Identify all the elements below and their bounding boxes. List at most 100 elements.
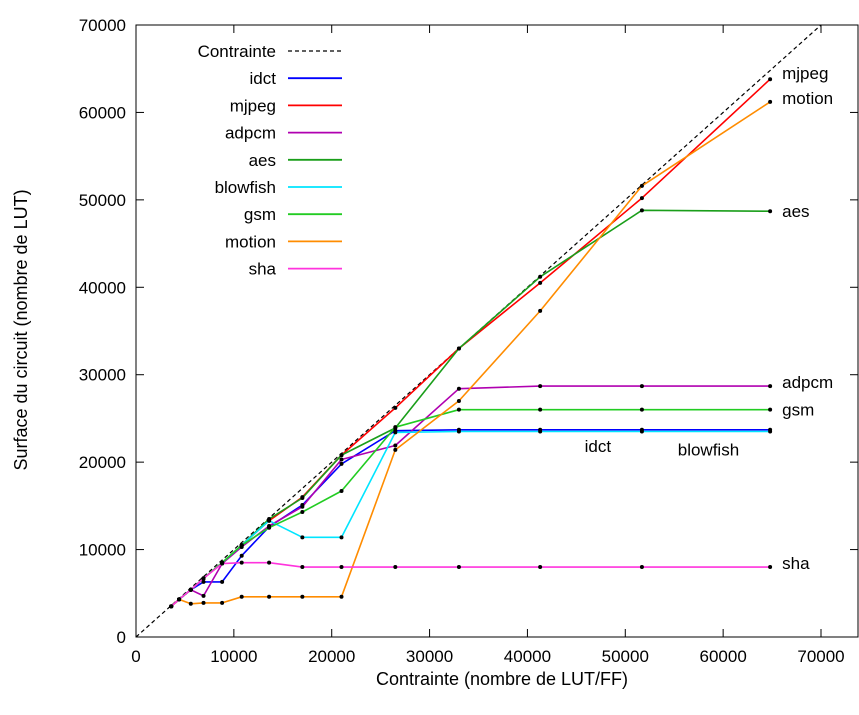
constraint-line (135, 24, 822, 638)
data-point-adpcm (300, 504, 305, 509)
legend: Contrainte idct mjpeg adpcm aes blowfish gsm mo… (198, 42, 342, 279)
data-point-aes (538, 274, 543, 279)
data-point-sha (538, 565, 543, 570)
end-label-aes: aes (782, 202, 809, 221)
x-tick-label: 0 (131, 647, 140, 666)
series-line-motion (170, 101, 771, 607)
data-point-gsm (393, 425, 398, 430)
series-line-sha (170, 561, 771, 607)
data-point-blowfish (538, 429, 543, 434)
data-point-sha (201, 576, 206, 581)
legend-label-Contrainte: Contrainte (198, 42, 276, 61)
data-point-aes (639, 208, 644, 213)
legend-label-gsm: gsm (244, 205, 276, 224)
legend-label-motion: motion (225, 232, 276, 251)
data-point-motion (201, 600, 206, 605)
x-tick-label: 30000 (406, 647, 453, 666)
data-point-sha (177, 597, 182, 602)
data-point-blowfish (393, 430, 398, 435)
data-point-sha (169, 604, 174, 609)
data-point-motion (267, 594, 272, 599)
legend-label-aes: aes (249, 151, 276, 170)
y-tick-label: 0 (117, 628, 126, 647)
data-point-motion (239, 594, 244, 599)
data-point-idct (220, 579, 225, 584)
data-point-motion (188, 601, 193, 606)
data-point-mjpeg (393, 405, 398, 410)
data-point-mjpeg (538, 280, 543, 285)
y-tick-label: 20000 (79, 453, 126, 472)
series-line-gsm (170, 408, 771, 607)
y-tick-label: 10000 (79, 541, 126, 560)
data-point-sha (220, 561, 225, 566)
x-tick-label: 60000 (700, 647, 747, 666)
end-labels: idct mjpeg adpcm aes blowfish gsm motion sha (585, 64, 833, 573)
data-point-sha (300, 565, 305, 570)
x-axis-label: Contrainte (nombre de LUT/FF) (376, 669, 628, 689)
data-point-sha (267, 560, 272, 565)
end-label-blowfish: blowfish (678, 441, 739, 460)
data-point-blowfish (456, 429, 461, 434)
data-point-idct (239, 553, 244, 558)
legend-label-sha: sha (249, 260, 277, 279)
end-label-idct: idct (585, 437, 612, 456)
end-label-mjpeg: mjpeg (782, 64, 828, 83)
data-point-aes (300, 495, 305, 500)
data-point-motion (339, 594, 344, 599)
data-point-motion (639, 183, 644, 188)
data-point-gsm (239, 543, 244, 548)
end-label-gsm: gsm (782, 401, 814, 420)
data-point-blowfish (300, 535, 305, 540)
data-point-motion (456, 398, 461, 403)
end-label-adpcm: adpcm (782, 373, 833, 392)
x-tick-label: 10000 (210, 647, 257, 666)
data-point-gsm (768, 407, 773, 412)
data-point-blowfish (267, 518, 272, 523)
data-point-blowfish (639, 429, 644, 434)
data-point-gsm (300, 509, 305, 514)
legend-label-mjpeg: mjpeg (230, 96, 276, 115)
data-point-adpcm (339, 457, 344, 462)
data-point-adpcm (456, 386, 461, 391)
data-point-adpcm (639, 384, 644, 389)
legend-label-idct: idct (250, 69, 277, 88)
y-tick-label: 40000 (79, 278, 126, 297)
data-point-mjpeg (639, 196, 644, 201)
x-tick-label: 70000 (797, 647, 844, 666)
data-point-motion (300, 594, 305, 599)
data-point-aes (768, 209, 773, 214)
data-point-gsm (456, 407, 461, 412)
data-point-adpcm (201, 593, 206, 598)
legend-label-adpcm: adpcm (225, 124, 276, 143)
y-axis-label: Surface du circuit (nombre de LUT) (11, 189, 31, 470)
y-tick-label: 50000 (79, 191, 126, 210)
x-tick-label: 40000 (504, 647, 551, 666)
data-point-aes (339, 453, 344, 458)
end-label-sha: sha (782, 554, 810, 573)
x-tick-label: 20000 (308, 647, 355, 666)
data-point-adpcm (393, 443, 398, 448)
series-line-adpcm (170, 385, 771, 607)
y-tick-label: 30000 (79, 366, 126, 385)
data-point-gsm (267, 525, 272, 530)
data-point-sha (339, 565, 344, 570)
data-point-sha (393, 565, 398, 570)
data-point-sha (188, 587, 193, 592)
data-point-aes (456, 346, 461, 351)
data-point-motion (220, 600, 225, 605)
data-point-adpcm (768, 384, 773, 389)
data-point-gsm (639, 407, 644, 412)
data-point-idct (201, 579, 206, 584)
data-point-sha (639, 565, 644, 570)
data-point-sha (768, 565, 773, 570)
data-point-motion (393, 447, 398, 452)
data-point-sha (456, 565, 461, 570)
y-tick-label: 60000 (79, 103, 126, 122)
data-point-blowfish (768, 429, 773, 434)
data-point-blowfish (339, 535, 344, 540)
end-label-motion: motion (782, 89, 833, 108)
axes: 0 10000 20000 30000 40000 50000 60000 70000 0 100… (79, 16, 859, 666)
x-tick-label: 50000 (602, 647, 649, 666)
data-point-adpcm (538, 384, 543, 389)
